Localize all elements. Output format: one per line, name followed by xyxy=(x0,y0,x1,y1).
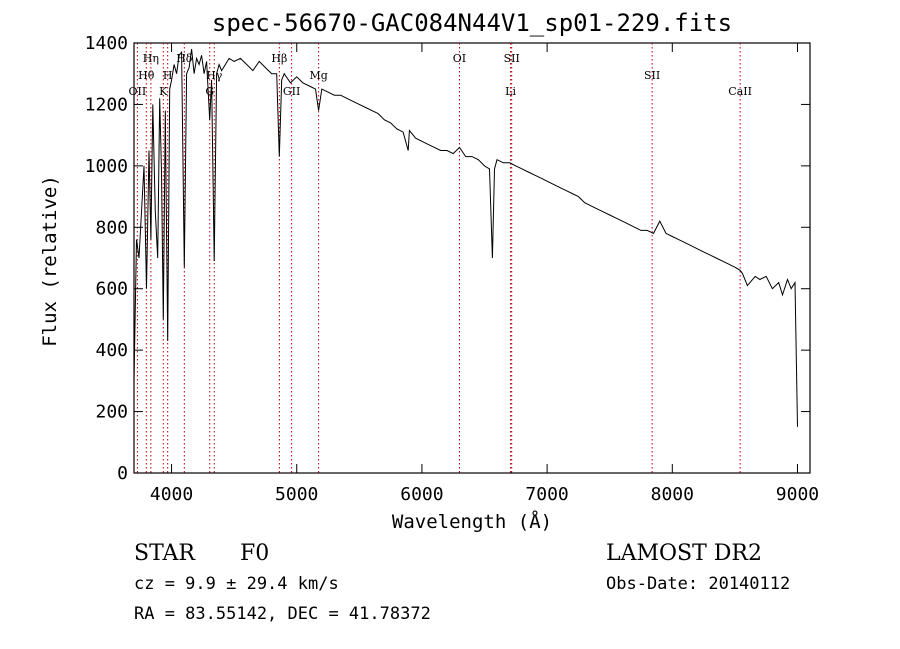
spectral-line-label-0: OII xyxy=(129,85,147,98)
obs-date-text: Obs-Date: 20140112 xyxy=(606,574,790,594)
spectral-line-label-4: H xyxy=(163,69,173,82)
spectral-line-markers xyxy=(136,43,741,473)
spectral-line-label-13: Li xyxy=(505,85,516,98)
spectral-line-label-2: Hη xyxy=(143,52,159,65)
spectral-line-label-8: Hβ xyxy=(271,52,287,65)
object-class: STAR xyxy=(134,541,196,566)
y-tick-label-3: 600 xyxy=(95,279,128,300)
spectral-line-label-6: G xyxy=(205,85,214,98)
chart-title: spec-56670-GAC084N44V1_sp01-229.fits xyxy=(212,9,732,37)
coordinates-text: RA = 83.55142, DEC = 41.78372 xyxy=(134,604,431,624)
spectral-line-label-12: SII xyxy=(504,52,520,65)
y-tick-label-2: 400 xyxy=(95,340,128,361)
spectrum-line xyxy=(133,49,798,427)
x-tick-label-1: 5000 xyxy=(275,484,318,505)
x-tick-label-3: 7000 xyxy=(525,484,568,505)
spectral-line-label-15: CaII xyxy=(728,85,752,98)
y-tick-label-1: 200 xyxy=(95,402,128,423)
survey-name: LAMOST DR2 xyxy=(606,541,762,566)
y-axis-ticks: 0 200 400 600 800 1000 1200 1400 xyxy=(85,33,810,484)
object-subclass: F0 xyxy=(240,541,269,566)
y-tick-label-0: 0 xyxy=(117,463,128,484)
y-tick-label-5: 1000 xyxy=(85,156,128,177)
x-tick-label-0: 4000 xyxy=(150,484,193,505)
y-tick-label-4: 800 xyxy=(95,217,128,238)
spectral-line-label-11: OI xyxy=(453,52,466,65)
spectral-line-label-1: Hθ xyxy=(138,69,155,82)
x-axis-label: Wavelength (Å) xyxy=(392,510,552,533)
x-tick-label-4: 8000 xyxy=(651,484,694,505)
redshift-text: cz = 9.9 ± 29.4 km/s xyxy=(134,574,339,594)
x-axis-ticks: 4000 5000 6000 7000 8000 9000 xyxy=(150,43,819,505)
spectral-line-label-14: SII xyxy=(644,69,660,82)
spectral-line-label-5: Hδ xyxy=(176,52,193,65)
y-tick-label-6: 1200 xyxy=(85,94,128,115)
y-axis-label: Flux (relative) xyxy=(39,175,61,347)
spectral-line-label-9: GII xyxy=(283,85,300,98)
plot-frame xyxy=(133,42,811,474)
spectral-line-label-10: Mg xyxy=(309,69,327,82)
x-tick-label-5: 9000 xyxy=(776,484,819,505)
spectral-line-label-7: Hγ xyxy=(206,69,223,82)
y-tick-label-7: 1400 xyxy=(85,33,128,54)
spectral-line-label-3: K xyxy=(159,85,168,98)
x-tick-label-2: 6000 xyxy=(400,484,443,505)
